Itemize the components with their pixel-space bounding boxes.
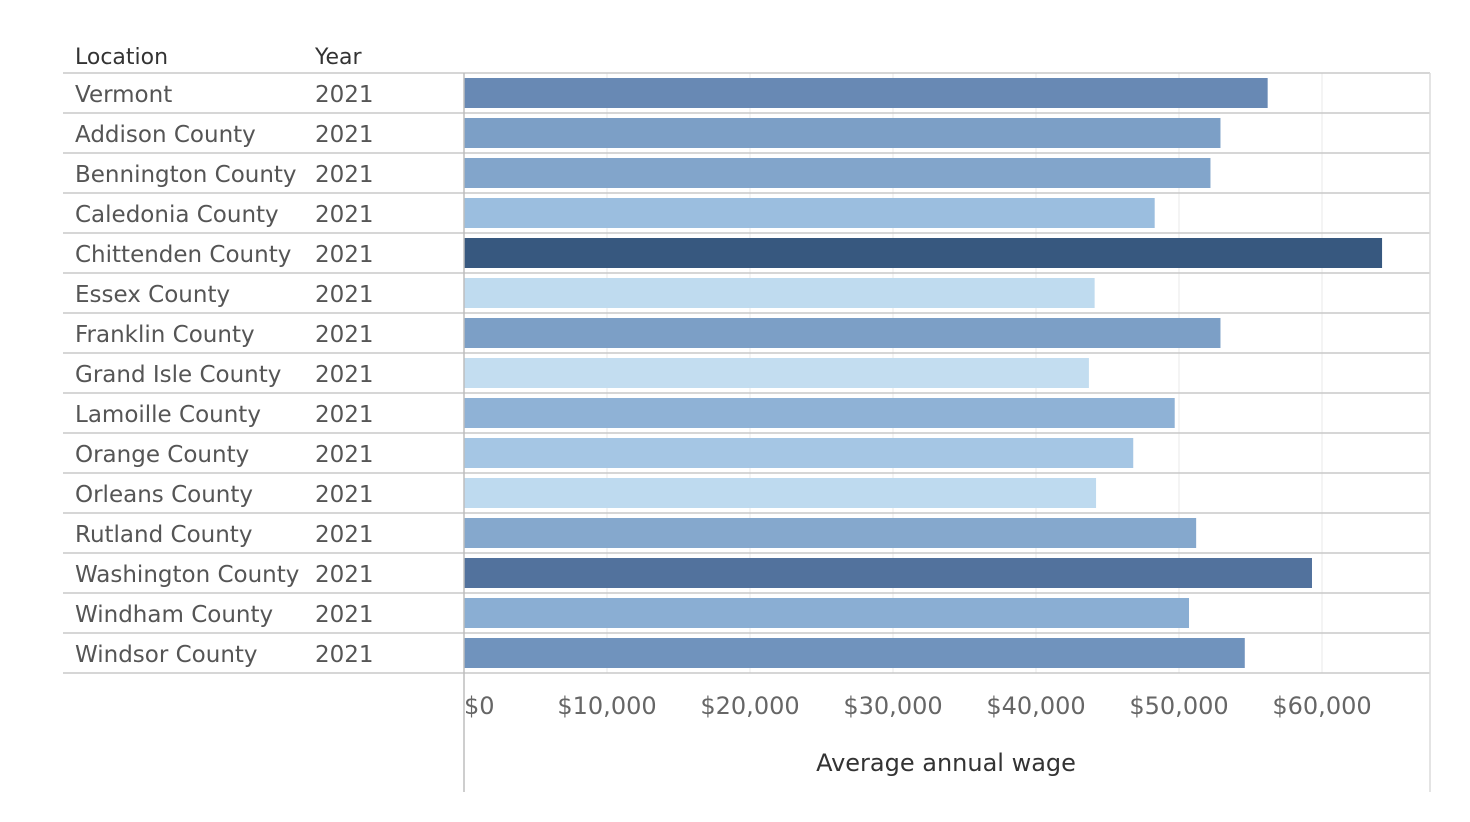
location-label-6: Franklin County: [75, 322, 255, 348]
location-label-8: Lamoille County: [75, 402, 261, 428]
bars-layer: [464, 78, 1383, 668]
location-label-13: Windham County: [75, 602, 273, 628]
year-label-1: 2021: [315, 122, 374, 148]
bar-9: [464, 438, 1134, 468]
location-label-14: Windsor County: [75, 642, 258, 668]
year-label-4: 2021: [315, 242, 374, 268]
location-label-3: Caledonia County: [75, 202, 279, 228]
year-label-14: 2021: [315, 642, 374, 668]
bar-4: [464, 238, 1383, 268]
year-label-3: 2021: [315, 202, 374, 228]
year-label-0: 2021: [315, 82, 374, 108]
bar-1: [464, 118, 1221, 148]
x-tick-label-0: $0: [464, 692, 495, 720]
location-label-0: Vermont: [75, 82, 172, 108]
location-header: Location: [75, 45, 168, 70]
x-tick-label-1: $10,000: [557, 692, 656, 720]
x-axis-ticks: $0 $10,000 $20,000 $30,000 $40,000 $50,000 $60…: [464, 692, 1372, 720]
year-label-2: 2021: [315, 162, 374, 188]
bar-5: [464, 278, 1095, 308]
bar-10: [464, 478, 1097, 508]
year-label-6: 2021: [315, 322, 374, 348]
location-label-4: Chittenden County: [75, 242, 291, 268]
year-header: Year: [314, 45, 363, 70]
location-label-5: Essex County: [75, 282, 230, 308]
bar-7: [464, 358, 1089, 388]
year-label-8: 2021: [315, 402, 374, 428]
bar-11: [464, 518, 1197, 548]
year-label-9: 2021: [315, 442, 374, 468]
x-tick-label-5: $50,000: [1129, 692, 1228, 720]
location-label-9: Orange County: [75, 442, 249, 468]
location-label-12: Washington County: [75, 562, 299, 588]
year-label-13: 2021: [315, 602, 374, 628]
year-label-12: 2021: [315, 562, 374, 588]
location-label-1: Addison County: [75, 122, 256, 148]
x-axis-title: Average annual wage: [816, 749, 1076, 777]
bar-2: [464, 158, 1211, 188]
x-tick-label-6: $60,000: [1272, 692, 1371, 720]
year-label-7: 2021: [315, 362, 374, 388]
x-tick-label-3: $30,000: [843, 692, 942, 720]
bar-0: [464, 78, 1268, 108]
labels-layer: Vermont 2021 Addison County 2021 Bennington …: [75, 82, 374, 668]
year-label-11: 2021: [315, 522, 374, 548]
year-label-10: 2021: [315, 482, 374, 508]
bar-13: [464, 598, 1190, 628]
location-label-10: Orleans County: [75, 482, 253, 508]
x-tick-label-4: $40,000: [986, 692, 1085, 720]
x-tick-label-2: $20,000: [700, 692, 799, 720]
bar-6: [464, 318, 1221, 348]
rules-layer: [63, 72, 1431, 792]
location-label-11: Rutland County: [75, 522, 252, 548]
year-label-5: 2021: [315, 282, 374, 308]
location-label-2: Bennington County: [75, 162, 297, 188]
location-label-7: Grand Isle County: [75, 362, 281, 388]
bar-3: [464, 198, 1155, 228]
bar-8: [464, 398, 1175, 428]
bar-12: [464, 558, 1312, 588]
bar-14: [464, 638, 1245, 668]
